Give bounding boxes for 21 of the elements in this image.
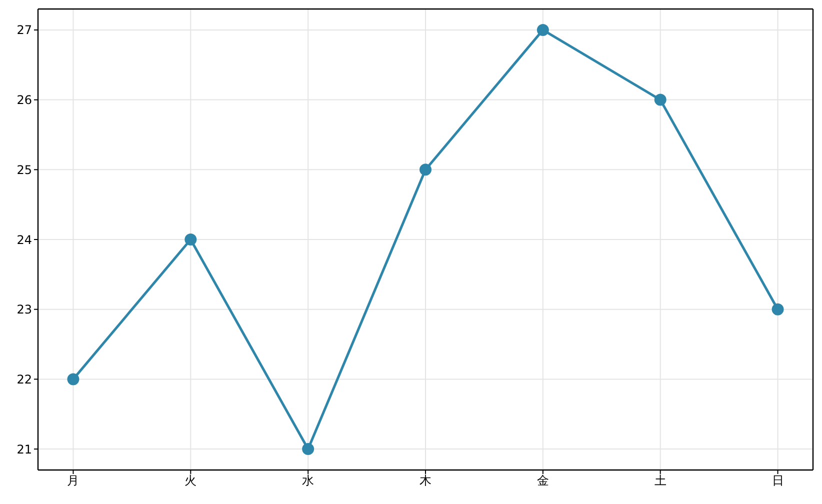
x-tick-label: 土: [654, 474, 666, 488]
point: [67, 373, 80, 386]
point: [536, 24, 549, 36]
y-tick-label: 23: [16, 302, 32, 317]
y-tick-label: 24: [16, 232, 32, 247]
x-tick-label: 火: [184, 474, 197, 488]
x-tick-label: 金: [536, 474, 549, 488]
point: [772, 303, 784, 316]
y-tick-label: 26: [16, 93, 32, 108]
y-tick-label: 25: [16, 162, 32, 177]
point: [654, 94, 666, 106]
point: [184, 234, 197, 246]
x-tick-label: 木: [420, 474, 432, 488]
point: [302, 443, 314, 456]
x-tick-label: 日: [772, 474, 784, 488]
x-tick-label: 水: [302, 474, 314, 488]
x-tick-label: 月: [67, 474, 80, 488]
y-tick-label: 27: [16, 23, 32, 38]
point: [420, 164, 432, 176]
y-tick-label: 21: [16, 442, 32, 456]
y-tick-label: 22: [16, 372, 32, 386]
